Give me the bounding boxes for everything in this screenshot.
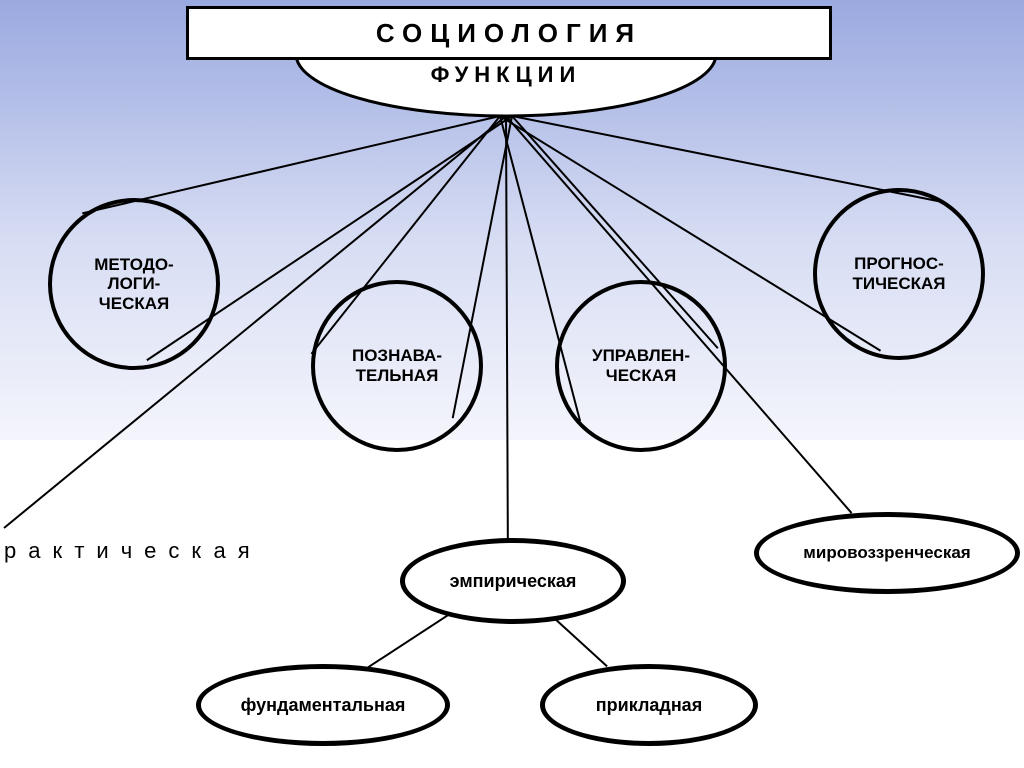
function-node-label: ПОЗНАВА-ТЕЛЬНАЯ: [352, 346, 442, 385]
header-subtitle: ФУНКЦИИ: [356, 62, 656, 88]
ellipse-node-label: мировоззренческая: [803, 543, 970, 563]
header-title-text: СОЦИОЛОГИЯ: [376, 18, 642, 49]
function-node-label: ПРОГНОС-ТИЧЕСКАЯ: [852, 254, 945, 293]
ellipse-node-label: фундаментальная: [241, 695, 406, 716]
header-subtitle-text: ФУНКЦИИ: [431, 62, 582, 87]
function-node-pozn: ПОЗНАВА-ТЕЛЬНАЯ: [311, 280, 483, 452]
function-node-label: УПРАВЛЕН-ЧЕСКАЯ: [592, 346, 690, 385]
diagram-canvas: СОЦИОЛОГИЯ ФУНКЦИИ МЕТОДО-ЛОГИ-ЧЕСКАЯ ПОЗ…: [0, 0, 1024, 768]
ellipse-node-label: прикладная: [596, 695, 702, 716]
function-node-label: МЕТОДО-ЛОГИ-ЧЕСКАЯ: [94, 255, 173, 314]
function-node-metodo: МЕТОДО-ЛОГИ-ЧЕСКАЯ: [48, 198, 220, 370]
ellipse-node-label: эмпирическая: [450, 571, 577, 592]
ellipse-node-prikl: прикладная: [540, 664, 758, 746]
function-node-upr: УПРАВЛЕН-ЧЕСКАЯ: [555, 280, 727, 452]
ellipse-node-fund: фундаментальная: [196, 664, 450, 746]
side-label-text: рактическая: [4, 538, 262, 563]
function-node-progn: ПРОГНОС-ТИЧЕСКАЯ: [813, 188, 985, 360]
side-label: рактическая: [4, 538, 262, 564]
ellipse-node-mirov: мировоззренческая: [754, 512, 1020, 594]
ellipse-node-empir: эмпирическая: [400, 538, 626, 624]
header-title-box: СОЦИОЛОГИЯ: [186, 6, 832, 60]
